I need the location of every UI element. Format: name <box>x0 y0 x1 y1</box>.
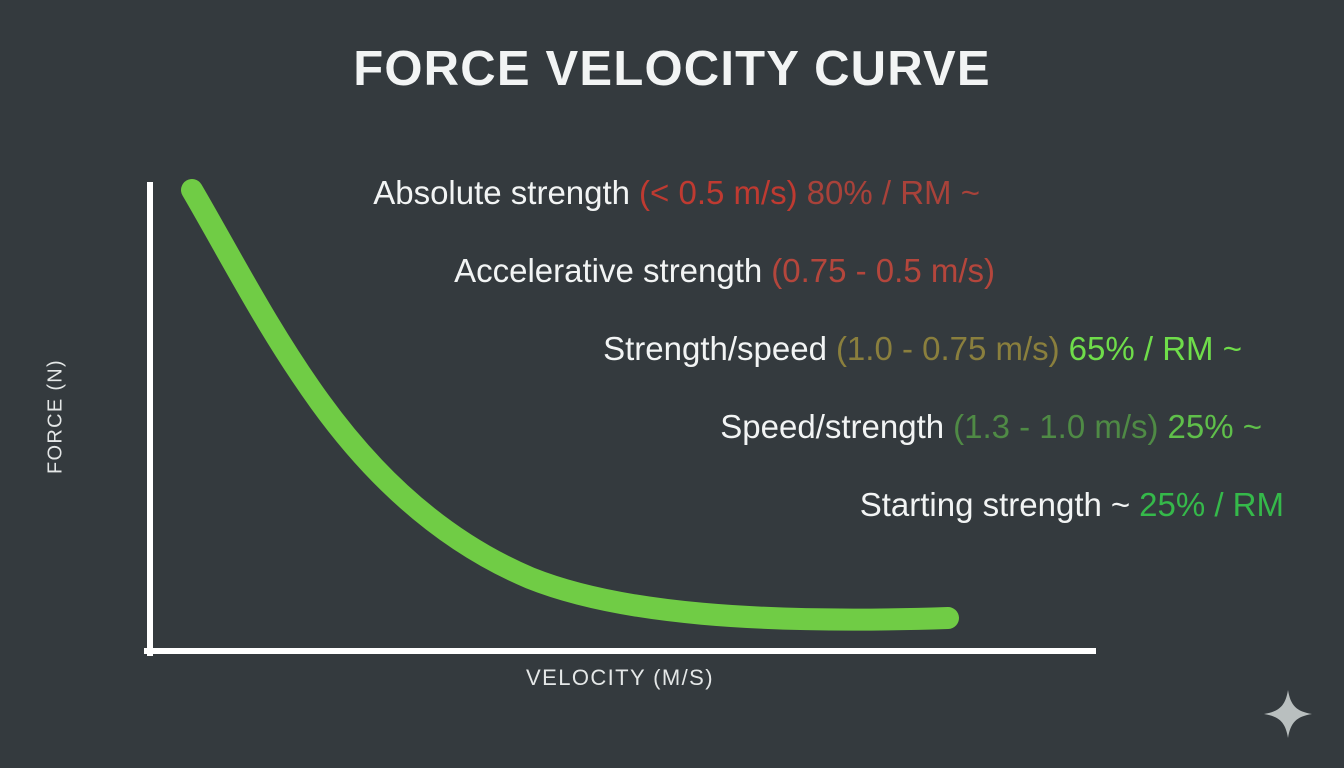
x-axis-label: VELOCITY (M/S) <box>526 665 714 690</box>
legend-label: Speed/strength <box>720 408 945 445</box>
legend-tilde: ~ <box>1110 486 1131 523</box>
force-velocity-curve <box>181 179 959 631</box>
legend-item-strength-speed: Strength/speed (1.0 - 0.75 m/s) 65% / RM ~ <box>0 332 1242 365</box>
legend-label: Absolute strength <box>373 174 631 211</box>
legend-velocity: (0.75 - 0.5 m/s) <box>771 252 995 289</box>
legend-item-starting-strength: Starting strength ~25% / RM <box>0 488 1284 521</box>
legend-intensity: 65% / RM ~ <box>1068 330 1242 367</box>
legend-intensity: 80% / RM ~ <box>806 174 980 211</box>
legend-label: Accelerative strength <box>454 252 763 289</box>
legend-velocity: (1.3 - 1.0 m/s) <box>953 408 1159 445</box>
page-title: FORCE VELOCITY CURVE <box>353 42 991 96</box>
legend-label: Strength/speed <box>603 330 827 367</box>
legend-label: Starting strength <box>859 486 1102 523</box>
legend-intensity: 25% / RM <box>1139 486 1284 523</box>
sparkle-icon <box>1264 690 1312 738</box>
legend-item-accelerative-strength: Accelerative strength (0.75 - 0.5 m/s) <box>0 254 995 287</box>
legend-velocity: (< 0.5 m/s) <box>639 174 798 211</box>
legend-intensity: 25% ~ <box>1167 408 1263 445</box>
legend-item-speed-strength: Speed/strength (1.3 - 1.0 m/s) 25% ~ <box>0 410 1262 443</box>
legend-list: Absolute strength (< 0.5 m/s) 80% / RM ~ A… <box>0 176 1300 521</box>
legend-velocity: (1.0 - 0.75 m/s) <box>835 330 1060 367</box>
legend-item-absolute-strength: Absolute strength (< 0.5 m/s) 80% / RM ~ <box>0 176 980 209</box>
